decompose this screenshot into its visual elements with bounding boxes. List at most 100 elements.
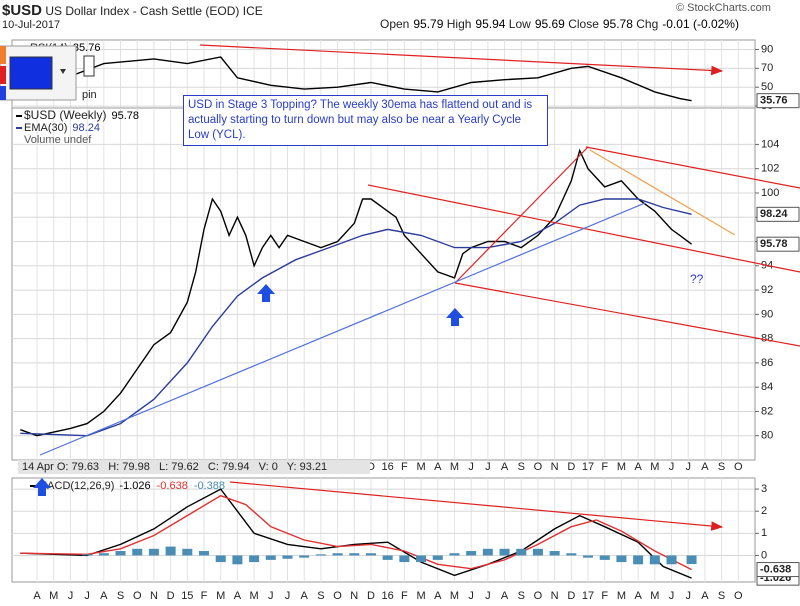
histogram-bar — [132, 548, 143, 556]
y-tick-label: 70 — [761, 62, 773, 74]
quote: Open 95.79 High 95.94 Low 95.69 Close 95.78 … — [380, 17, 739, 31]
x-tick-label: 15 — [181, 590, 193, 602]
x-tick-label: A — [434, 590, 442, 602]
x-tick-label: M — [416, 590, 425, 602]
trendline — [454, 282, 800, 347]
x-tick-label: 16 — [382, 461, 394, 473]
histogram-bar — [332, 553, 343, 556]
x-tick-label: M — [450, 461, 459, 473]
legend-value: -1.026 — [119, 480, 150, 492]
histogram-bar — [416, 555, 427, 563]
histogram-bar — [482, 548, 493, 556]
legend-note: Volume undef — [24, 134, 92, 146]
histogram-bar — [199, 551, 210, 556]
arrows — [33, 284, 464, 496]
x-tick-label: D — [567, 461, 575, 473]
x-tick-label: J — [685, 590, 691, 602]
question: ?? — [690, 272, 704, 286]
y-tick-label: 92 — [761, 284, 773, 296]
histogram-bar — [349, 553, 360, 556]
series-line — [20, 198, 692, 437]
trendline — [589, 149, 736, 236]
histogram-bar — [516, 548, 527, 556]
series-line — [20, 56, 692, 102]
x-tick-label: D — [367, 461, 375, 473]
info-bar: 14 Apr O: 79.63 H: 79.98 L: 79.62 C: 79.… — [22, 461, 327, 473]
value: 95.79 — [413, 17, 444, 31]
x-tick-label: O — [734, 461, 743, 473]
histogram-bar — [449, 553, 460, 556]
dropdown-caret[interactable] — [60, 69, 66, 74]
histogram-bar — [148, 548, 159, 556]
date: 10-Jul-2017 — [2, 19, 61, 31]
histogram-bar — [616, 555, 627, 563]
x-tick-label: S — [317, 590, 324, 602]
annotation: USD in Stage 3 Topping? The weekly 30ema… — [183, 95, 548, 146]
x-tick-label: M — [416, 461, 425, 473]
swatch — [0, 86, 6, 100]
histogram-bar — [182, 548, 193, 556]
macd-trendline — [229, 481, 724, 531]
series-line — [20, 494, 692, 571]
last-value-box — [756, 236, 800, 252]
last-value-label: 95.78 — [760, 238, 788, 250]
label: Open — [380, 17, 410, 31]
x-tick-label: F — [401, 461, 408, 473]
x-tick-label: M — [617, 461, 626, 473]
rsi-trendline — [199, 44, 724, 76]
x-tick-label: 17 — [582, 461, 594, 473]
y-tick-label: 80 — [761, 430, 773, 442]
x-tick-label: O — [333, 590, 342, 602]
color-swatch[interactable] — [9, 56, 53, 90]
x-tick-label: J — [669, 461, 675, 473]
x-tick-label: A — [701, 461, 709, 473]
y-tick-label: 1 — [761, 527, 767, 539]
label: Low — [508, 17, 531, 31]
y-tick-label: 102 — [761, 163, 779, 175]
last-value-label: -0.638 — [760, 563, 791, 575]
trendlines — [39, 44, 800, 531]
histogram-bar — [549, 551, 560, 556]
x-tick-label: S — [518, 461, 525, 473]
x-tick-label: S — [718, 590, 725, 602]
x-tick-label: A — [634, 590, 642, 602]
y-tick-label: 3 — [761, 483, 767, 495]
x-tick-label: A — [234, 590, 242, 602]
x-tick-label: F — [601, 461, 608, 473]
x-tick-label: S — [518, 590, 525, 602]
x-tick-label: J — [468, 461, 474, 473]
last-value-box — [756, 206, 800, 222]
label: High — [446, 17, 472, 31]
legend-value: 98.24 — [72, 122, 100, 134]
x-tick-label: J — [268, 590, 274, 602]
y-tick-label: 50 — [761, 81, 773, 93]
x-tick-label: 16 — [382, 590, 394, 602]
histogram-bar — [399, 555, 410, 563]
histogram-bar — [282, 555, 293, 559]
value: 95.78 — [602, 17, 633, 31]
pin-icon[interactable] — [83, 55, 95, 77]
histogram-bar — [265, 555, 276, 560]
x-tick-label: J — [468, 590, 474, 602]
x-tick-label: D — [167, 590, 175, 602]
symbol: $USD — [2, 2, 43, 19]
y-tick-label: 90 — [761, 308, 773, 320]
panels: 9070503035.76RSI(14)35.76808284868890929… — [11, 39, 800, 602]
x-tick-label: J — [84, 590, 90, 602]
x-tick-label: M — [49, 590, 58, 602]
histogram-bar — [583, 555, 594, 558]
instrument: US Dollar Index - Cash Settle (EOD) — [45, 4, 240, 18]
x-tick-label: 17 — [582, 590, 594, 602]
histogram-bar — [115, 551, 126, 556]
y-tick-label: 86 — [761, 357, 773, 369]
histogram-bar — [432, 555, 443, 560]
x-tick-label: D — [367, 590, 375, 602]
histogram-bar — [232, 555, 243, 565]
x-tick-label: A — [634, 461, 642, 473]
value: 95.94 — [475, 17, 506, 31]
up-arrow — [33, 478, 51, 496]
histogram-bar — [365, 553, 376, 556]
x-tick-label: O — [534, 461, 543, 473]
histogram-bar — [666, 555, 677, 565]
